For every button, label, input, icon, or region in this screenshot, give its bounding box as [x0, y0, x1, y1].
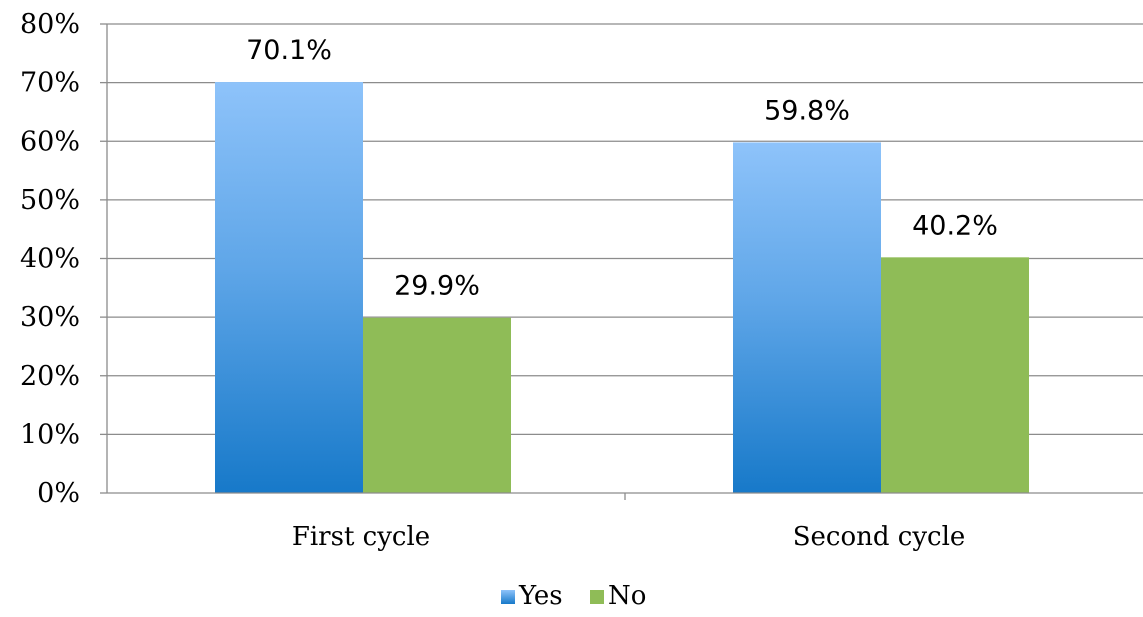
bars: [215, 82, 1029, 494]
legend: Yes No: [501, 581, 646, 611]
category-label: First cycle: [292, 522, 430, 552]
category-labels: First cycle Second cycle: [292, 522, 965, 552]
data-label: 29.9%: [394, 271, 480, 302]
legend-label: Yes: [518, 581, 563, 611]
data-labels: 70.1% 29.9% 59.8% 40.2%: [246, 35, 998, 302]
y-tick-label: 80%: [20, 9, 80, 40]
category-label: Second cycle: [793, 522, 966, 552]
legend-swatch-no: [590, 590, 604, 604]
y-tick-label: 50%: [20, 185, 80, 216]
bar-yes-1: [215, 82, 363, 493]
y-axis-ticks: 0% 10% 20% 30% 40% 50% 60% 70% 80%: [20, 9, 107, 509]
data-label: 40.2%: [912, 210, 998, 241]
y-tick-label: 70%: [20, 68, 80, 99]
data-label: 70.1%: [246, 35, 332, 66]
y-tick-label: 60%: [20, 126, 80, 157]
data-label: 59.8%: [764, 95, 850, 126]
y-tick-label: 0%: [37, 478, 80, 509]
y-tick-label: 30%: [20, 302, 80, 333]
y-tick-label: 40%: [20, 244, 80, 275]
axes: [106, 24, 1143, 500]
y-tick-label: 20%: [20, 361, 80, 392]
legend-label: No: [608, 581, 646, 611]
bar-yes-2: [733, 142, 881, 494]
legend-swatch-yes: [501, 590, 515, 604]
bar-no-2: [881, 257, 1029, 493]
bar-no-1: [363, 317, 511, 493]
y-tick-label: 10%: [20, 419, 80, 450]
